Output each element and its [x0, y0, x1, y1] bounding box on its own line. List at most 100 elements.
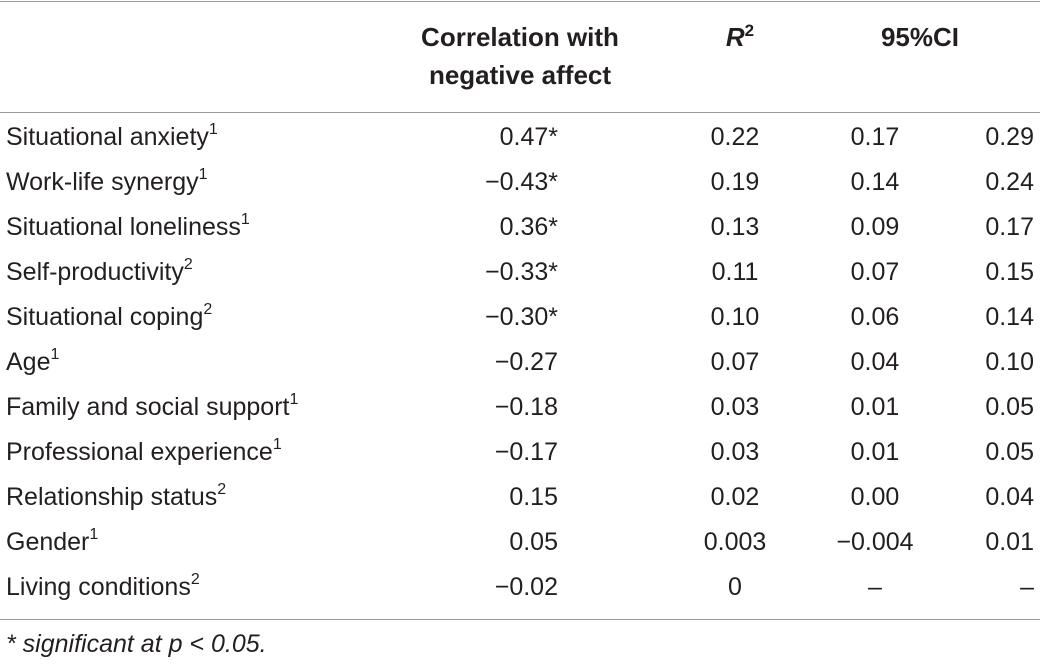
r-squared-value: 0.03 [710, 393, 760, 421]
r-squared-value: 0.03 [710, 438, 760, 466]
table-row: Situational anxiety1 0.47* 0.22 0.17 0.29 [0, 115, 1040, 160]
row-label-footnote-mark: 1 [89, 526, 99, 543]
r-squared-value: 0.11 [711, 258, 759, 286]
row-label: Situational coping2 [6, 295, 212, 340]
ci-lower-value: 0.01 [850, 438, 900, 466]
row-label: Self-productivity2 [6, 250, 193, 295]
row-label-text: Gender [6, 528, 90, 556]
correlation-value: −0.30* [485, 303, 558, 331]
header-r-squared: R2 [700, 18, 780, 56]
ci-upper-value: 0.15 [985, 258, 1034, 286]
r-squared-value: 0.19 [710, 168, 760, 196]
row-label-footnote-mark: 1 [208, 121, 218, 138]
row-label-footnote-mark: 1 [272, 436, 282, 453]
ci-lower-value: −0.004 [836, 528, 914, 556]
row-label-text: Situational coping [6, 303, 204, 331]
header-r-squared-base: R [725, 22, 745, 52]
correlation-value: 0.15 [509, 483, 558, 511]
row-label-footnote-mark: 1 [289, 391, 299, 408]
correlation-value: −0.33* [485, 258, 558, 286]
ci-lower-value: – [868, 573, 882, 601]
table-row: Living conditions2 −0.02 0 – – [0, 565, 1040, 610]
correlation-value: 0.36* [499, 213, 558, 241]
ci-upper-value: 0.04 [985, 483, 1034, 511]
row-label-text: Work-life synergy [6, 168, 199, 196]
ci-upper-value: 0.29 [985, 123, 1034, 151]
ci-upper-value: 0.05 [985, 438, 1034, 466]
ci-lower-value: 0.17 [850, 123, 900, 151]
correlation-value: −0.18 [494, 393, 558, 421]
row-label: Family and social support1 [6, 385, 298, 430]
header-r-squared-exponent: 2 [744, 21, 755, 40]
table-row: Professional experience1 −0.17 0.03 0.01 0.0… [0, 430, 1040, 475]
ci-lower-value: 0.09 [850, 213, 900, 241]
row-label-text: Family and social support [6, 393, 290, 421]
row-label-footnote-mark: 2 [190, 571, 200, 588]
row-label: Relationship status2 [6, 475, 226, 520]
row-label-text: Age [6, 348, 51, 376]
r-squared-value: 0.02 [710, 483, 760, 511]
header-confidence-interval: 95%CI [880, 22, 960, 52]
ci-upper-value: 0.01 [985, 528, 1034, 556]
row-label-footnote-mark: 1 [50, 346, 60, 363]
table-bottom-rule [0, 619, 1040, 620]
correlation-value: −0.17 [494, 438, 558, 466]
r-squared-value: 0.13 [710, 213, 760, 241]
ci-upper-value: 0.14 [985, 303, 1034, 331]
correlation-value: −0.43* [485, 168, 558, 196]
r-squared-value: 0.22 [710, 123, 760, 151]
ci-lower-value: 0.06 [850, 303, 900, 331]
ci-upper-value: 0.17 [985, 213, 1034, 241]
row-label: Situational anxiety1 [6, 115, 218, 160]
ci-upper-value: 0.24 [985, 168, 1034, 196]
header-correlation-line2: negative affect [428, 60, 612, 90]
correlation-value: 0.05 [509, 528, 558, 556]
table-row: Age1 −0.27 0.07 0.04 0.10 [0, 340, 1040, 385]
ci-lower-value: 0.00 [850, 483, 900, 511]
row-label-text: Professional experience [6, 438, 273, 466]
row-label: Age1 [6, 340, 59, 385]
r-squared-value: 0.003 [703, 528, 767, 556]
row-label-footnote-mark: 1 [198, 166, 208, 183]
table-row: Relationship status2 0.15 0.02 0.00 0.04 [0, 475, 1040, 520]
header-correlation: Correlation with negative affect [395, 18, 645, 94]
row-label-text: Situational loneliness [6, 213, 241, 241]
r-squared-value: 0.07 [710, 348, 760, 376]
row-label-text: Self-productivity [6, 258, 184, 286]
row-label: Work-life synergy1 [6, 160, 208, 205]
row-label: Situational loneliness1 [6, 205, 250, 250]
r-squared-value: 0 [728, 573, 742, 601]
row-label-text: Living conditions [6, 573, 191, 601]
row-label-text: Relationship status [6, 483, 218, 511]
table-top-rule [0, 1, 1040, 2]
table-footnote: * significant at p < 0.05. [6, 630, 267, 658]
row-label: Professional experience1 [6, 430, 282, 475]
ci-upper-value: 0.05 [985, 393, 1034, 421]
r-squared-value: 0.10 [710, 303, 760, 331]
row-label-footnote-mark: 1 [240, 211, 250, 228]
row-label-text: Situational anxiety [6, 123, 209, 151]
table-row: Family and social support1 −0.18 0.03 0.01 0… [0, 385, 1040, 430]
ci-lower-value: 0.04 [850, 348, 900, 376]
correlation-value: −0.02 [494, 573, 558, 601]
table-row: Work-life synergy1 −0.43* 0.19 0.14 0.24 [0, 160, 1040, 205]
ci-upper-value: – [1020, 573, 1034, 601]
row-label: Living conditions2 [6, 565, 200, 610]
correlation-value: −0.27 [494, 348, 558, 376]
header-correlation-line1: Correlation with [421, 22, 619, 52]
table-row: Gender1 0.05 0.003 −0.004 0.01 [0, 520, 1040, 565]
ci-lower-value: 0.01 [850, 393, 900, 421]
ci-upper-value: 0.10 [985, 348, 1034, 376]
table-header-rule [0, 112, 1040, 113]
table-row: Situational loneliness1 0.36* 0.13 0.09 0.17 [0, 205, 1040, 250]
table-row: Self-productivity2 −0.33* 0.11 0.07 0.15 [0, 250, 1040, 295]
row-label-footnote-mark: 2 [203, 301, 213, 318]
ci-lower-value: 0.14 [850, 168, 900, 196]
row-label: Gender1 [6, 520, 98, 565]
table-row: Situational coping2 −0.30* 0.10 0.06 0.14 [0, 295, 1040, 340]
correlation-value: 0.47* [499, 123, 558, 151]
row-label-footnote-mark: 2 [217, 481, 227, 498]
row-label-footnote-mark: 2 [183, 256, 193, 273]
ci-lower-value: 0.07 [850, 258, 900, 286]
